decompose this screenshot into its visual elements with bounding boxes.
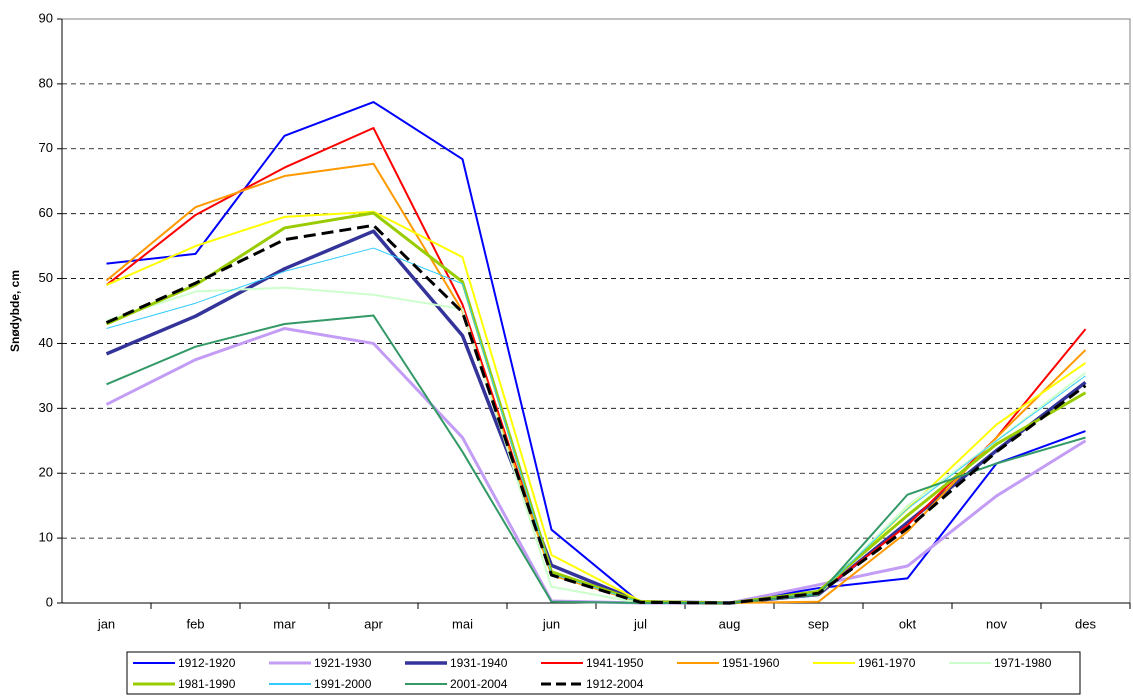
legend-label: 1941-1950 [586, 656, 644, 670]
series-line [106, 247, 1086, 604]
x-tick-label: aug [719, 616, 741, 631]
legend-label: 2001-2004 [450, 677, 508, 691]
legend-label: 1912-2004 [586, 677, 644, 691]
series-line [106, 314, 1086, 604]
x-tick-label: feb [186, 616, 204, 631]
legend-box [126, 651, 1081, 695]
y-tick-label: 10 [39, 530, 53, 545]
y-tick-label: 90 [39, 10, 53, 25]
series-line [106, 101, 1086, 604]
x-tick-label: des [1075, 616, 1096, 631]
legend-label: 1961-1970 [858, 656, 916, 670]
y-tick-label: 70 [39, 140, 53, 155]
x-tick-label: mar [273, 616, 296, 631]
x-tick-label: jul [633, 616, 647, 631]
legend-label: 1971-1980 [994, 656, 1052, 670]
y-tick-label: 50 [39, 270, 53, 285]
y-axis-label: Snødybde, cm [8, 270, 22, 352]
legend-label: 1981-1990 [178, 677, 236, 691]
series-line [106, 286, 1087, 604]
series-line [105, 211, 1087, 605]
x-tick-label: sep [808, 616, 829, 631]
x-tick-label: mai [452, 616, 473, 631]
y-tick-label: 0 [46, 594, 53, 609]
legend-label: 1912-1920 [178, 656, 236, 670]
x-tick-label: nov [986, 616, 1007, 631]
series-line [105, 223, 1087, 605]
legend-label: 1921-1930 [314, 656, 372, 670]
x-tick-label: jun [542, 616, 560, 631]
x-tick-label: jan [97, 616, 115, 631]
legend-label: 1931-1940 [450, 656, 508, 670]
x-tick-label: apr [364, 616, 383, 631]
y-tick-label: 30 [39, 400, 53, 415]
y-tick-label: 60 [39, 205, 53, 220]
y-tick-label: 80 [39, 75, 53, 90]
x-tick-label: okt [899, 616, 917, 631]
legend-label: 1991-2000 [314, 677, 372, 691]
y-tick-label: 40 [39, 335, 53, 350]
legend-label: 1951-1960 [722, 656, 780, 670]
y-tick-label: 20 [39, 465, 53, 480]
